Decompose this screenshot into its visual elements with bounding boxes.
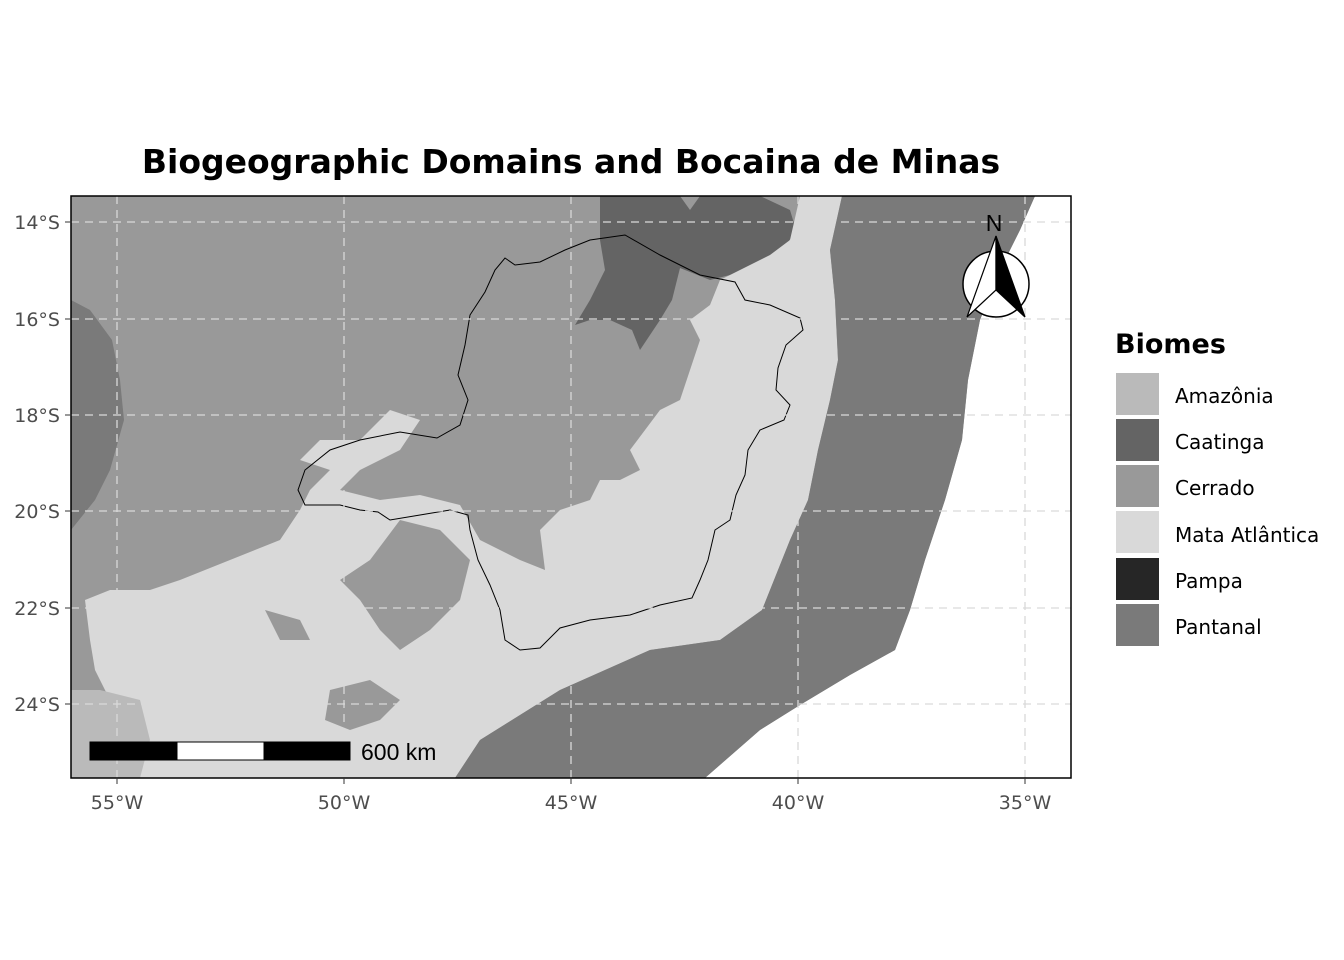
legend: Biomes Amazônia Caatinga Cerrado Mata At… (1115, 329, 1319, 646)
legend-label-mata-atlantica: Mata Atlântica (1175, 523, 1319, 547)
state-boundary-outline (297, 234, 804, 651)
y-tick-label: 22°S (14, 598, 60, 620)
map-panel: 600 km N (71, 196, 1071, 778)
y-axis (65, 221, 71, 705)
cerrado-patch (265, 610, 310, 640)
legend-swatch-caatinga (1116, 419, 1159, 461)
x-tick-label: 45°W (545, 792, 598, 814)
legend-label-pantanal: Pantanal (1175, 615, 1262, 639)
legend-label-pampa: Pampa (1175, 569, 1243, 593)
x-tick-label: 50°W (318, 792, 371, 814)
ocean (705, 196, 1071, 778)
north-arrow-label: N (986, 210, 1003, 236)
scale-bar-segment (89, 741, 178, 761)
map-title: Biogeographic Domains and Bocaina de Min… (142, 142, 1000, 181)
x-tick-label: 40°W (772, 792, 825, 814)
legend-swatch-pantanal (1116, 604, 1159, 646)
legend-title: Biomes (1115, 329, 1226, 360)
legend-label-caatinga: Caatinga (1175, 430, 1265, 454)
y-tick-label: 16°S (14, 309, 60, 331)
x-tick-label: 35°W (999, 792, 1052, 814)
north-arrow-icon: N (962, 210, 1030, 318)
pantanal-region (71, 300, 124, 530)
legend-label-amazonia: Amazônia (1175, 384, 1274, 408)
legend-swatch-amazonia (1116, 373, 1159, 415)
amazonia-region (71, 690, 150, 778)
pantanal-coastal-band (455, 196, 1035, 778)
x-tick-label: 55°W (91, 792, 144, 814)
scale-bar-label: 600 km (361, 739, 436, 765)
legend-label-cerrado: Cerrado (1175, 476, 1255, 500)
y-tick-label: 14°S (14, 212, 60, 234)
mata-atlantica-region (85, 196, 842, 778)
scale-bar: 600 km (89, 739, 436, 765)
grid-lines (71, 196, 1071, 778)
caatinga-region (575, 196, 796, 350)
scale-bar-segment (176, 741, 265, 761)
y-tick-label: 20°S (14, 501, 60, 523)
y-tick-label: 24°S (14, 694, 60, 716)
x-axis (116, 778, 1026, 784)
y-tick-label: 18°S (14, 405, 60, 427)
legend-swatch-mata-atlantica (1116, 511, 1159, 553)
legend-swatch-cerrado (1116, 465, 1159, 507)
legend-swatch-pampa (1116, 558, 1159, 600)
scale-bar-segment (263, 741, 351, 761)
cerrado-patch (340, 520, 470, 650)
